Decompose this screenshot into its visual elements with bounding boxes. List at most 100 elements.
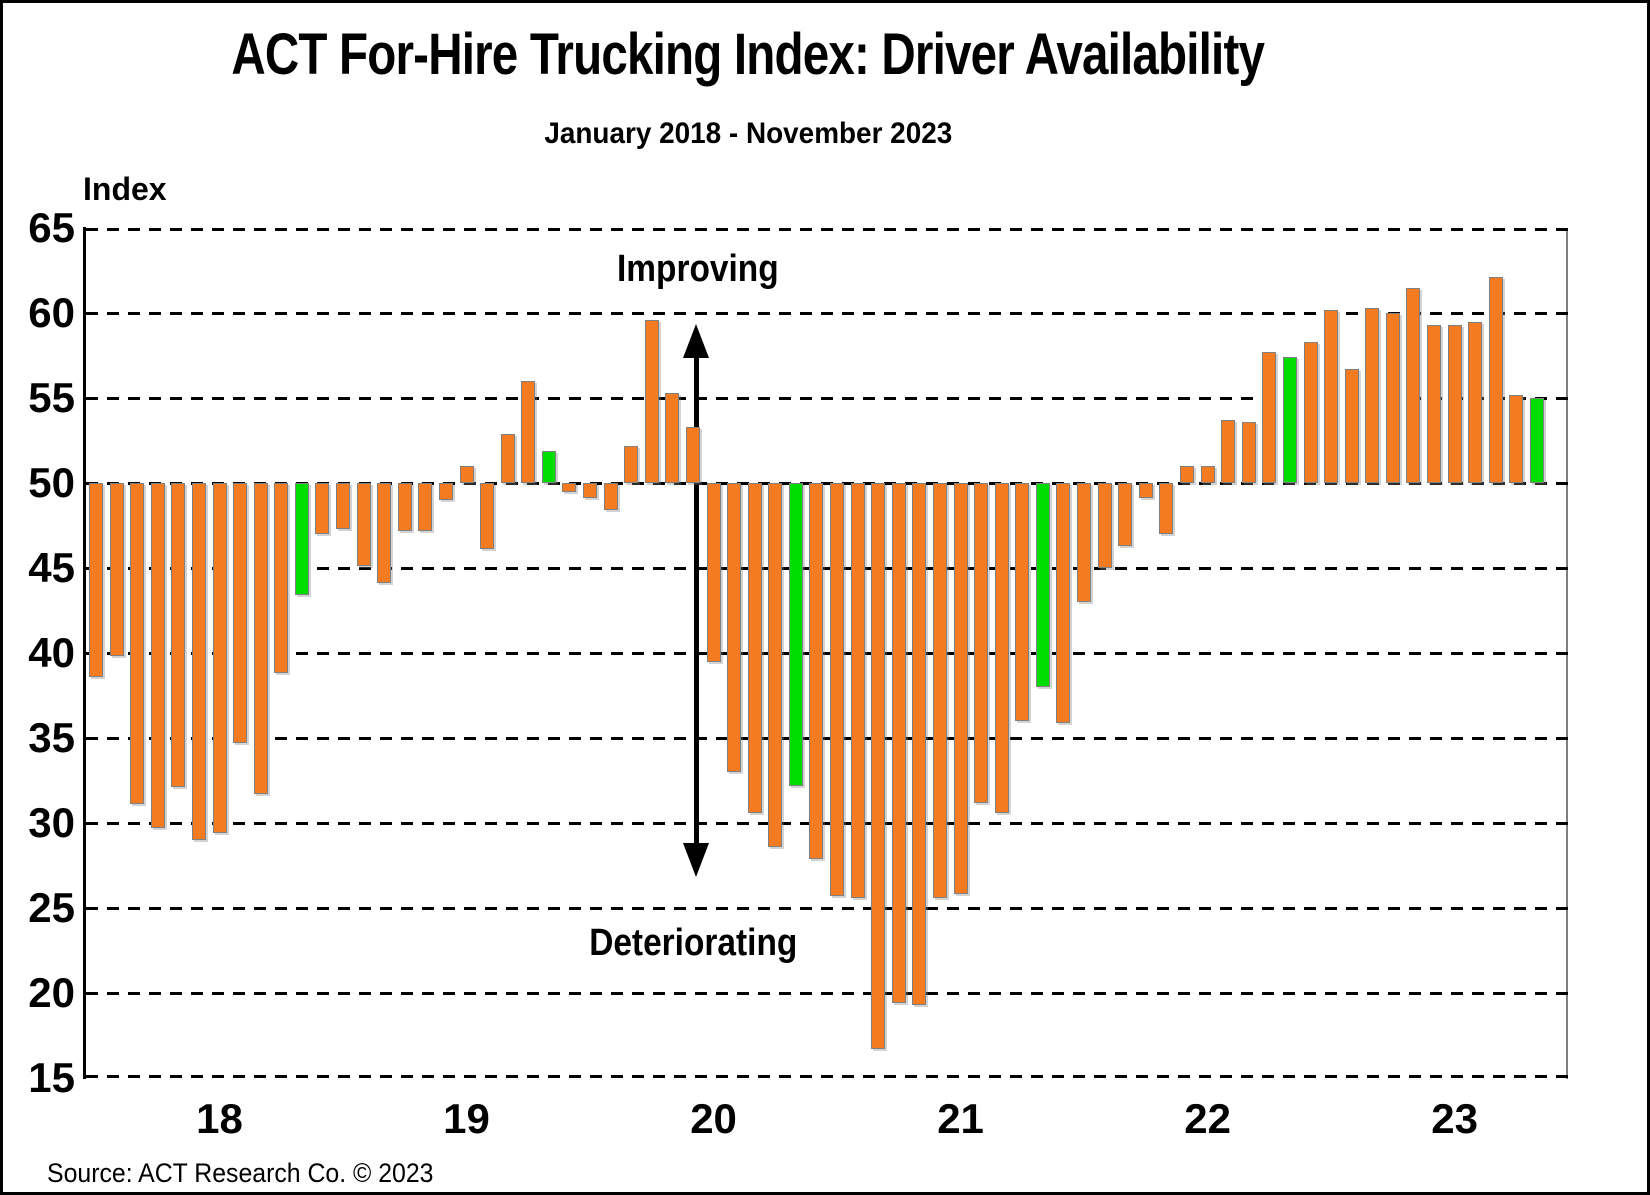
gridline-15 (86, 1075, 1568, 1078)
bar-Jul-21 (953, 483, 968, 895)
bar-Feb-23 (1344, 369, 1359, 483)
bar-Sep-22 (1241, 421, 1256, 483)
gridline-65 (86, 228, 1568, 231)
bar-Mar-19 (377, 483, 392, 584)
x-tick-label-20: 20 (690, 1095, 737, 1142)
bar-Aug-19 (480, 483, 495, 550)
plot-area: Improving Deteriorating (86, 228, 1568, 1078)
improving-deteriorating-arrow-shaft (694, 353, 699, 848)
bar-Oct-22 (1262, 352, 1277, 483)
bar-Mar-22 (1118, 483, 1133, 546)
y-tick-label-25: 25 (28, 884, 75, 931)
gridline-60 (86, 312, 1568, 315)
bar-Jun-18 (191, 483, 206, 840)
bar-Oct-18 (274, 483, 289, 674)
x-tick-label-23: 23 (1431, 1095, 1478, 1142)
gridline-30 (86, 822, 1568, 825)
y-tick-label-45: 45 (28, 544, 75, 591)
bar-Feb-19 (356, 483, 371, 567)
x-tick-label-22: 22 (1184, 1095, 1231, 1142)
bar-Sep-18 (253, 483, 268, 795)
bar-Dec-18 (315, 483, 330, 534)
y-tick-label-60: 60 (28, 289, 75, 336)
annotation-improving: Improving (617, 248, 779, 290)
x-tick-label-18: 18 (196, 1095, 243, 1142)
y-axis-line (83, 227, 86, 1079)
bar-Jan-20 (583, 483, 598, 499)
bar-Dec-19 (562, 483, 577, 492)
annotation-deteriorating: Deteriorating (588, 922, 798, 964)
bar-Mar-18 (130, 483, 145, 805)
bar-Sep-23 (1488, 277, 1503, 483)
bar-May-20 (665, 392, 680, 483)
bar-Jul-19 (459, 466, 474, 483)
bar-Nov-18 (294, 483, 309, 596)
bar-Dec-20 (809, 483, 824, 859)
bar-Mar-23 (1365, 307, 1380, 483)
y-tick-label-15: 15 (28, 1054, 75, 1101)
bar-Sep-19 (500, 433, 515, 483)
y-tick-label-30: 30 (28, 799, 75, 846)
gridline-20 (86, 992, 1568, 995)
bar-Aug-20 (727, 483, 742, 772)
gridline-40 (86, 652, 1568, 655)
bar-Apr-23 (1385, 313, 1400, 483)
bar-Feb-18 (109, 483, 124, 657)
bar-Sep-20 (747, 483, 762, 813)
bar-Jun-23 (1427, 324, 1442, 483)
bar-Feb-22 (1097, 483, 1112, 568)
bar-Jan-23 (1324, 309, 1339, 483)
bar-Aug-23 (1468, 321, 1483, 483)
bar-Jul-18 (212, 483, 227, 834)
x-tick-label-19: 19 (443, 1095, 490, 1142)
bar-Apr-21 (891, 483, 906, 1004)
bar-Jan-18 (89, 483, 103, 677)
bar-Sep-21 (994, 483, 1009, 813)
bar-Apr-19 (397, 483, 412, 531)
bar-Jun-22 (1180, 466, 1194, 483)
gridline-55 (86, 397, 1568, 400)
bar-Oct-19 (521, 381, 536, 483)
gridline-25 (86, 907, 1568, 910)
bar-May-23 (1406, 287, 1421, 483)
bar-Mar-20 (624, 445, 639, 483)
bar-Aug-18 (233, 483, 248, 744)
bar-Jun-20 (685, 426, 700, 483)
bar-Feb-20 (603, 483, 618, 511)
bar-Jun-19 (438, 483, 453, 500)
arrow-down-icon (683, 843, 709, 877)
chart-subtitle: January 2018 - November 2023 (544, 117, 952, 150)
bar-Jul-23 (1447, 324, 1462, 483)
y-tick-label-40: 40 (28, 629, 75, 676)
gridline-35 (86, 737, 1568, 740)
bar-Jan-22 (1077, 483, 1092, 602)
chart-subtitle-wrap: January 2018 - November 2023 (3, 117, 1493, 151)
arrow-up-icon (683, 324, 709, 358)
bar-Nov-22 (1282, 357, 1297, 483)
bar-Oct-21 (1015, 483, 1030, 721)
bar-Jul-20 (706, 483, 721, 662)
bar-Mar-21 (871, 483, 886, 1050)
bar-Oct-20 (768, 483, 783, 847)
chart-title: ACT For-Hire Trucking Index: Driver Avai… (231, 22, 1266, 87)
bar-Dec-22 (1303, 341, 1318, 483)
bar-Aug-22 (1221, 420, 1236, 483)
bar-Jan-19 (336, 483, 351, 529)
bar-Feb-21 (850, 483, 865, 898)
bar-May-22 (1159, 483, 1174, 534)
y-tick-label-65: 65 (28, 204, 75, 251)
y-tick-label-20: 20 (28, 969, 75, 1016)
bar-Dec-21 (1056, 483, 1071, 723)
bar-May-21 (912, 483, 927, 1005)
bar-Apr-18 (150, 483, 165, 829)
bar-Jul-22 (1200, 466, 1215, 483)
bar-Jun-21 (932, 483, 947, 898)
y-tick-label-55: 55 (28, 374, 75, 421)
gridline-50 (86, 482, 1568, 485)
source-note: Source: ACT Research Co. © 2023 (47, 1158, 434, 1188)
bar-Nov-20 (788, 483, 803, 786)
bar-May-19 (418, 483, 433, 531)
bar-Oct-23 (1509, 394, 1524, 483)
bar-May-18 (171, 483, 186, 788)
